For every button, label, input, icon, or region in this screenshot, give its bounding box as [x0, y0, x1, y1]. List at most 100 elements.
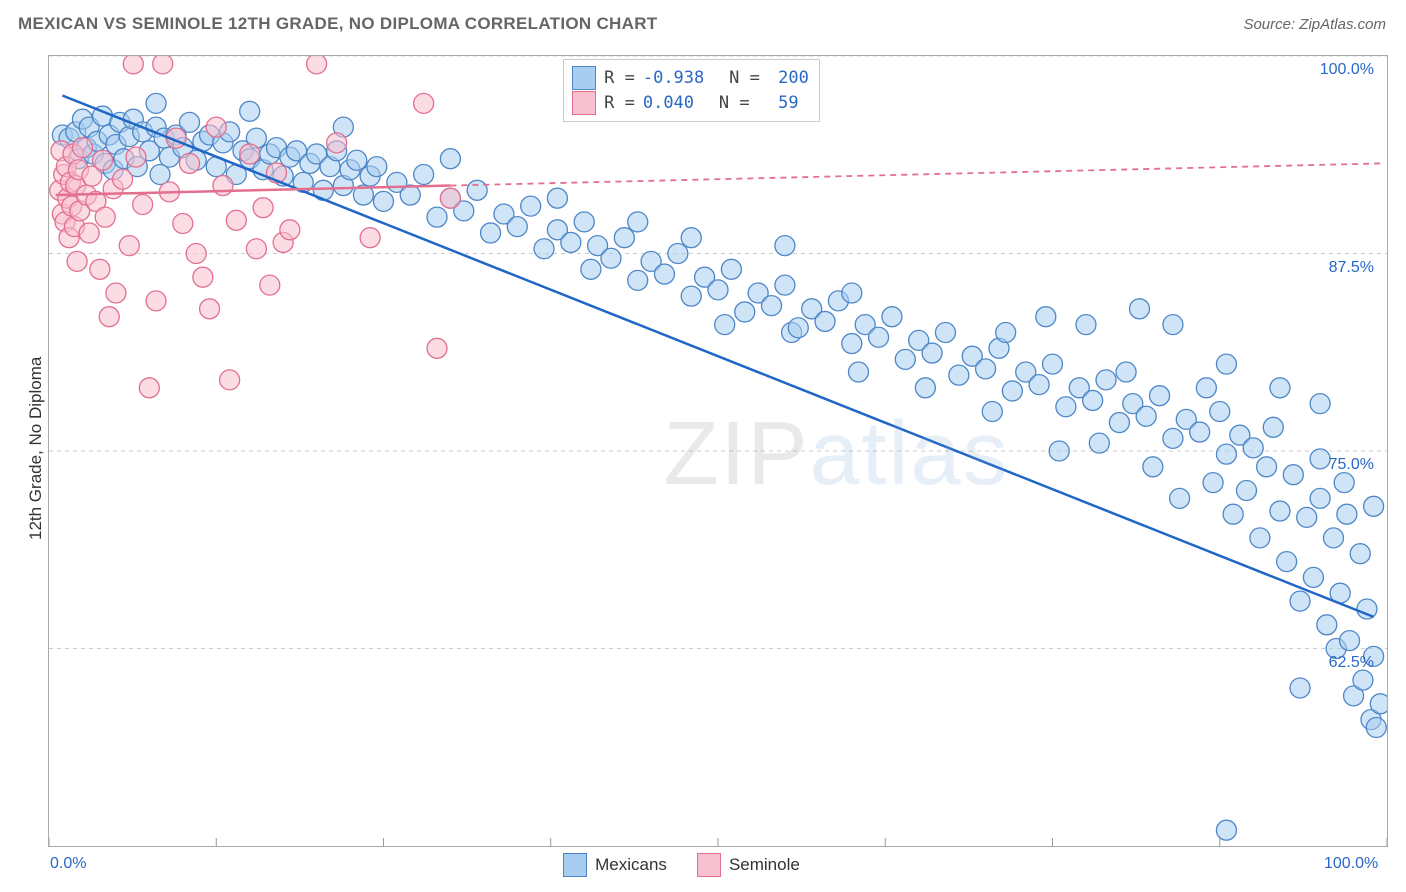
data-point: [815, 311, 835, 331]
data-point: [715, 315, 735, 335]
data-point: [681, 286, 701, 306]
data-point: [574, 212, 594, 232]
data-point: [360, 228, 380, 248]
x-tick-label: 0.0%: [50, 855, 86, 873]
data-point: [842, 283, 862, 303]
legend-swatch: [563, 853, 587, 877]
data-point: [1216, 354, 1236, 374]
data-point: [976, 359, 996, 379]
data-point: [367, 157, 387, 177]
data-point: [179, 112, 199, 132]
data-point: [1237, 481, 1257, 501]
data-point: [106, 283, 126, 303]
y-tick-label: 100.0%: [1320, 61, 1374, 79]
data-point: [788, 318, 808, 338]
data-point: [99, 307, 119, 327]
data-point: [1056, 397, 1076, 417]
data-point: [581, 259, 601, 279]
stat-r-label: R =: [604, 68, 635, 88]
legend-swatch: [572, 91, 596, 115]
data-point: [1136, 406, 1156, 426]
y-tick-label: 75.0%: [1329, 456, 1374, 474]
data-point: [200, 299, 220, 319]
data-point: [1029, 375, 1049, 395]
data-point: [708, 280, 728, 300]
legend-label: Mexicans: [595, 855, 667, 875]
regression-line-dashed: [450, 163, 1380, 185]
data-point: [1190, 422, 1210, 442]
data-point: [668, 244, 688, 264]
data-point: [414, 165, 434, 185]
data-point: [762, 296, 782, 316]
data-point: [90, 259, 110, 279]
data-point: [260, 275, 280, 295]
data-point: [1036, 307, 1056, 327]
data-point: [1323, 528, 1343, 548]
data-point: [848, 362, 868, 382]
data-point: [1109, 413, 1129, 433]
data-point: [775, 275, 795, 295]
data-point: [193, 267, 213, 287]
data-point: [1263, 417, 1283, 437]
data-point: [213, 176, 233, 196]
data-point: [982, 402, 1002, 422]
legend-swatch: [572, 66, 596, 90]
data-point: [1310, 449, 1330, 469]
y-axis-label: 12th Grade, No Diploma: [26, 357, 46, 540]
stats-row: R = -0.938 N = 200: [572, 66, 809, 90]
data-point: [206, 117, 226, 137]
data-point: [139, 378, 159, 398]
data-point: [507, 217, 527, 237]
data-point: [1210, 402, 1230, 422]
data-point: [1290, 678, 1310, 698]
data-point: [1340, 631, 1360, 651]
stat-n-value: 59: [758, 93, 799, 113]
stat-r-value: 0.040: [643, 93, 694, 113]
data-point: [1310, 488, 1330, 508]
data-point: [1366, 718, 1386, 738]
data-point: [1043, 354, 1063, 374]
data-point: [1216, 820, 1236, 840]
chart-title: MEXICAN VS SEMINOLE 12TH GRADE, NO DIPLO…: [18, 14, 657, 34]
data-point: [179, 153, 199, 173]
data-point: [1083, 390, 1103, 410]
data-point: [1129, 299, 1149, 319]
data-point: [226, 210, 246, 230]
scatter-chart: [48, 55, 1388, 847]
series-legend: Mexicans Seminole: [563, 853, 800, 877]
data-point: [113, 169, 133, 189]
data-point: [347, 150, 367, 170]
legend-label: Seminole: [729, 855, 800, 875]
data-point: [1283, 465, 1303, 485]
stat-r-value: -0.938: [643, 68, 704, 88]
data-point: [72, 138, 92, 158]
data-point: [93, 150, 113, 170]
data-point: [1203, 473, 1223, 493]
data-point: [467, 180, 487, 200]
data-point: [240, 144, 260, 164]
data-point: [481, 223, 501, 243]
data-point: [133, 195, 153, 215]
legend-swatch: [697, 853, 721, 877]
data-point: [775, 236, 795, 256]
stat-n-value: 200: [768, 68, 809, 88]
stat-n-label: N =: [729, 68, 760, 88]
data-point: [1250, 528, 1270, 548]
data-point: [1257, 457, 1277, 477]
data-point: [1223, 504, 1243, 524]
data-point: [1334, 473, 1354, 493]
data-point: [1002, 381, 1022, 401]
data-point: [895, 349, 915, 369]
chart-container: MEXICAN VS SEMINOLE 12TH GRADE, NO DIPLO…: [0, 0, 1406, 892]
data-point: [561, 232, 581, 252]
data-point: [1310, 394, 1330, 414]
data-point: [1350, 544, 1370, 564]
data-point: [146, 93, 166, 113]
data-point: [1150, 386, 1170, 406]
data-point: [1270, 501, 1290, 521]
data-point: [95, 207, 115, 227]
data-point: [1089, 433, 1109, 453]
data-point: [935, 323, 955, 343]
data-point: [173, 213, 193, 233]
data-point: [240, 101, 260, 121]
